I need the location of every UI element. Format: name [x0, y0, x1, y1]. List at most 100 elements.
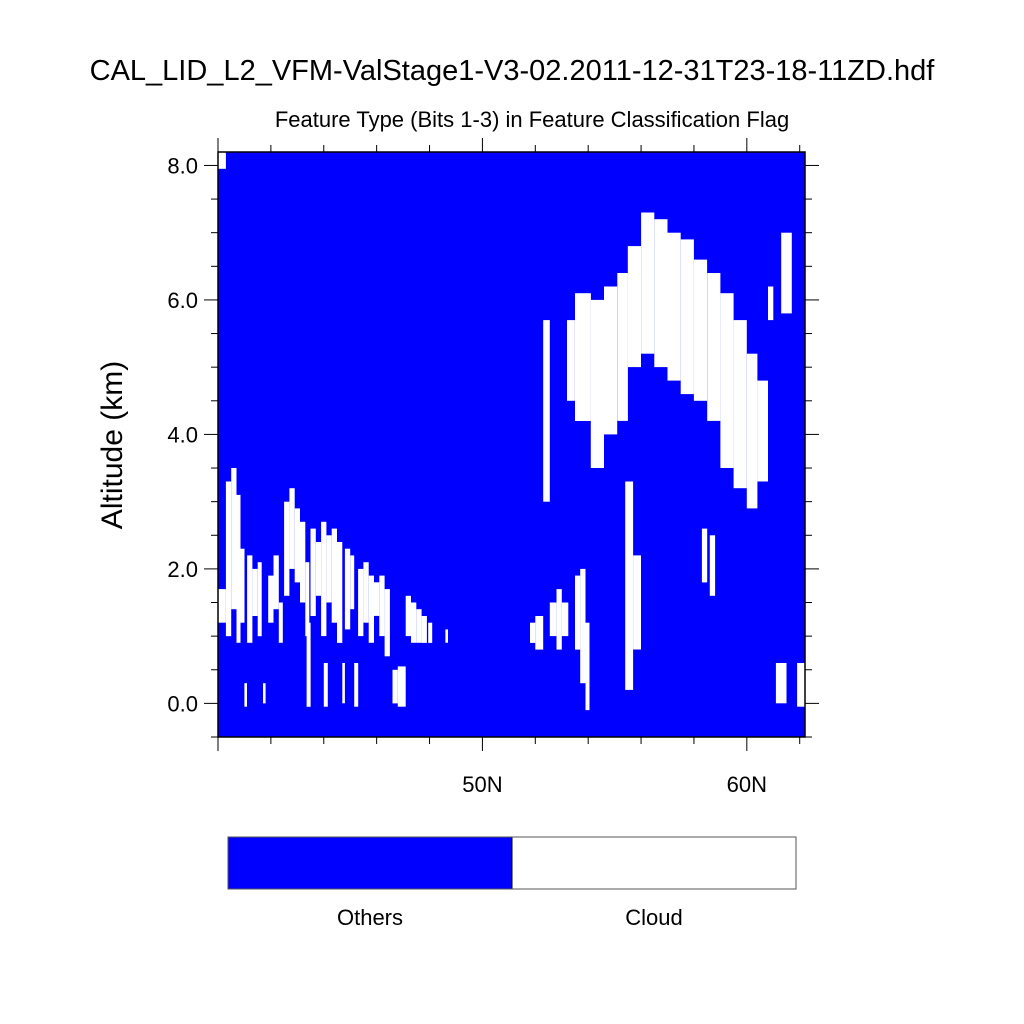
chart-title: CAL_LID_L2_VFM-ValStage1-V3-02.2011-12-3… — [90, 55, 936, 87]
cloud-region-21 — [315, 542, 322, 596]
cloud-region-22 — [321, 521, 327, 637]
cloud-region-56 — [590, 299, 604, 468]
cloud-region-1 — [218, 589, 226, 623]
cloud-region-51 — [567, 320, 575, 401]
legend-label-cloud: Cloud — [625, 905, 682, 930]
legend-frame — [227, 836, 797, 890]
cloud-region-0 — [218, 152, 226, 169]
cloud-region-12 — [273, 555, 279, 610]
cloud-region-14 — [284, 501, 290, 596]
x-tick-label: 50N — [462, 772, 502, 797]
chart-subtitle: Feature Type (Bits 1-3) in Feature Class… — [275, 107, 789, 132]
cloud-region-70 — [746, 353, 758, 509]
cloud-region-50 — [561, 602, 569, 637]
cloud-region-39 — [405, 595, 411, 637]
cloud-region-54 — [585, 622, 590, 711]
cloud-region-17 — [300, 521, 306, 603]
cloud-region-35 — [379, 575, 385, 637]
cloud-region-76 — [775, 663, 787, 704]
cloud-region-16 — [294, 508, 300, 583]
cloud-region-48 — [549, 602, 557, 637]
cloud-region-18 — [305, 562, 310, 637]
plot-frame — [217, 151, 806, 738]
cloud-region-11 — [268, 575, 274, 623]
cloud-region-10 — [263, 683, 266, 704]
cloud-region-72 — [701, 528, 708, 583]
cloud-region-38 — [397, 666, 406, 707]
cloud-region-13 — [278, 602, 283, 643]
plot-background — [218, 152, 805, 737]
legend-swatch-others — [228, 837, 512, 889]
cloud-region-30 — [354, 663, 359, 707]
cloud-region-47 — [543, 320, 550, 502]
cloud-region-46 — [535, 616, 544, 650]
cloud-region-32 — [363, 562, 369, 623]
cloud-region-61 — [627, 246, 641, 368]
cloud-region-37 — [392, 669, 398, 704]
cloud-region-66 — [693, 259, 708, 401]
cloud-region-2 — [225, 481, 232, 637]
cloud-region-3 — [231, 468, 237, 610]
cloud-region-27 — [342, 663, 345, 704]
y-tick-label: 8.0 — [167, 153, 198, 178]
cloud-region-24 — [326, 535, 332, 603]
legend-swatch-cloud — [512, 837, 796, 889]
cloud-region-63 — [654, 219, 668, 368]
legend-label-others: Others — [337, 905, 403, 930]
cloud-region-25 — [331, 528, 337, 623]
x-tick-label: 60N — [727, 772, 767, 797]
cloud-region-74 — [768, 286, 774, 321]
cloud-region-62 — [641, 212, 655, 354]
cloud-region-31 — [358, 568, 364, 637]
cloud-region-49 — [556, 589, 562, 650]
cloud-region-9 — [257, 562, 262, 637]
cloud-layer — [218, 152, 805, 711]
cloud-region-77 — [797, 663, 805, 707]
cloud-region-57 — [604, 286, 618, 435]
cloud-region-29 — [350, 555, 355, 610]
cloud-region-71 — [757, 380, 768, 482]
cloud-region-19 — [306, 622, 311, 707]
cloud-region-65 — [680, 239, 694, 395]
cloud-region-55 — [575, 293, 591, 421]
cloud-region-67 — [707, 273, 721, 421]
cloud-region-36 — [384, 589, 390, 657]
cloud-region-58 — [617, 273, 628, 421]
cloud-region-43 — [428, 622, 433, 643]
cloud-region-23 — [323, 663, 328, 707]
cloud-region-8 — [252, 568, 258, 616]
cloud-region-6 — [244, 683, 247, 707]
cloud-region-40 — [411, 602, 417, 643]
cloud-region-41 — [416, 609, 422, 643]
cloud-region-5 — [240, 548, 245, 623]
cloud-region-34 — [374, 582, 380, 616]
y-tick-label: 6.0 — [167, 288, 198, 313]
cloud-region-64 — [667, 232, 681, 381]
y-axis-label: Altitude (km) — [96, 361, 129, 529]
cloud-region-26 — [337, 542, 343, 643]
y-tick-label: 2.0 — [167, 557, 198, 582]
cloud-region-73 — [709, 535, 716, 596]
cloud-region-45 — [530, 622, 536, 643]
cloud-region-53 — [580, 568, 586, 684]
legend: Others Cloud — [227, 836, 797, 930]
cloud-region-44 — [445, 629, 448, 643]
cloud-region-52 — [575, 575, 581, 650]
cloud-region-59 — [625, 481, 634, 690]
y-tick-label: 4.0 — [167, 422, 198, 447]
cloud-region-15 — [289, 488, 295, 569]
cloud-region-60 — [633, 555, 641, 650]
cloud-region-28 — [344, 548, 351, 630]
y-axis: 0.0 2.0 4.0 6.0 8.0 — [167, 153, 819, 738]
cloud-region-75 — [781, 232, 792, 314]
cloud-region-69 — [733, 320, 747, 489]
cloud-region-20 — [310, 528, 316, 616]
cloud-region-7 — [247, 555, 253, 643]
cloud-region-4 — [236, 494, 241, 643]
cloud-region-42 — [421, 616, 427, 643]
y-tick-label: 0.0 — [167, 691, 198, 716]
cloud-region-68 — [720, 293, 734, 468]
cloud-region-33 — [368, 575, 374, 643]
x-axis: 50N 60N — [217, 138, 801, 797]
